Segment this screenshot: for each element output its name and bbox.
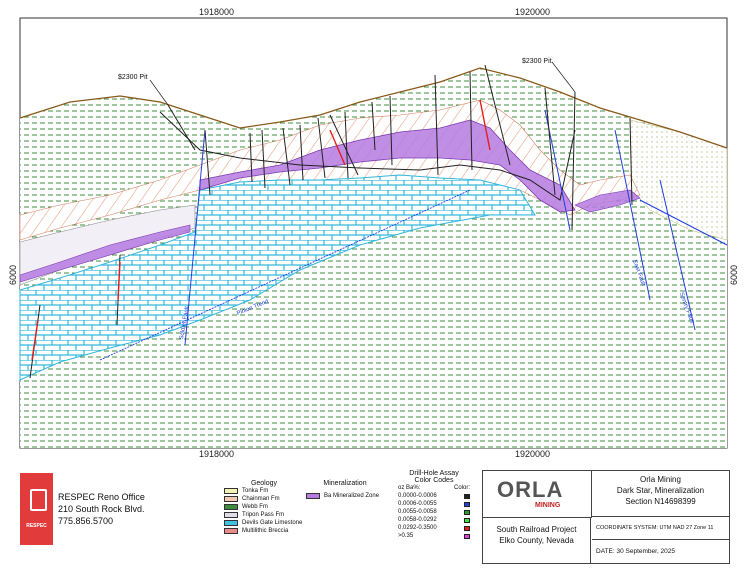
drill-hole-high-grade xyxy=(31,99,491,361)
client-cell: Orla Mining Dark Star, Mineralization Se… xyxy=(592,471,729,517)
orla-logo-cell: ORLA MINING xyxy=(483,471,592,518)
legend-label: Webb Fm xyxy=(242,504,268,510)
assay-row: 0.0000-0.0006 xyxy=(398,492,470,500)
assay-color-swatch xyxy=(464,533,470,539)
fault-line xyxy=(99,189,471,361)
ba-mineralized-zone-east xyxy=(574,189,641,213)
legend-label: Multilithic Breccia xyxy=(242,528,289,534)
pit-outline xyxy=(159,111,576,201)
x-tick-top-2: 1920000 xyxy=(515,7,551,17)
y-tick-left: 6000 xyxy=(8,264,18,285)
legend-swatch xyxy=(224,528,238,534)
date-cell: DATE: 30 September, 2025 xyxy=(596,548,676,555)
geology-legend-title: Geology xyxy=(250,480,278,487)
client-name: Orla Mining xyxy=(640,475,681,484)
assay-range: 0.0006-0.0055 xyxy=(398,501,437,507)
ba-mineralized-zone xyxy=(199,119,576,213)
x-tick-bottom-2: 1920000 xyxy=(515,449,551,459)
fault-line xyxy=(639,199,728,246)
office-name: RESPEC Reno Office xyxy=(58,492,145,502)
legend-row: Multilithic Breccia xyxy=(224,527,304,535)
legend-label: Ba Mineralized Zone xyxy=(324,493,380,499)
assay-color-swatch xyxy=(464,501,470,507)
x-tick-top-1: 1918000 xyxy=(199,7,235,17)
mineralization-legend: Mineralization Ba Mineralized Zone xyxy=(306,480,384,500)
respec-logo-text: RESPEC xyxy=(26,523,47,529)
office-phone: 775.856.5700 xyxy=(58,516,114,526)
legend-row: Webb Fm xyxy=(224,503,304,511)
legend-swatch xyxy=(224,496,238,502)
legend-row: Tonka Fm xyxy=(224,487,304,495)
legend-label: Devils Gate Limestone xyxy=(242,520,303,526)
assay-color-swatch xyxy=(464,517,470,523)
legend-label: Tripon Pass Fm xyxy=(242,512,285,518)
fault-line xyxy=(614,129,651,301)
assay-range: 0.0292-0.3500 xyxy=(398,525,437,531)
mineralization-legend-title: Mineralization xyxy=(323,480,367,487)
assay-color-swatch xyxy=(464,525,470,531)
legend-row: Chainman Fm xyxy=(224,495,304,503)
fault-line xyxy=(184,129,206,346)
assay-row: >0.35 xyxy=(398,532,470,540)
assay-row: 0.0292-0.3500 xyxy=(398,524,470,532)
assay-title-1: Drill-Hole Assay xyxy=(409,470,459,477)
assay-range: 0.0000-0.0006 xyxy=(398,493,437,499)
legend-row: Devils Gate Limestone xyxy=(224,519,304,527)
assay-row: 0.0058-0.0292 xyxy=(398,516,470,524)
topography-line xyxy=(19,67,728,149)
legend-label: Tonka Fm xyxy=(242,488,269,494)
assay-row: 0.0055-0.0058 xyxy=(398,508,470,516)
cross-section-map xyxy=(19,17,728,449)
assay-row: 0.0006-0.0055 xyxy=(398,500,470,508)
assay-color-swatch xyxy=(464,493,470,499)
assay-range: 0.0058-0.0292 xyxy=(398,517,437,523)
section-line-2: Section N14698399 xyxy=(625,497,696,506)
geology-legend: Geology Tonka Fm Chainman Fm Webb Fm Tripon… xyxy=(224,480,304,535)
ba-mineralized-zone-west xyxy=(19,224,191,283)
pit-label-left: $2300 Pit xyxy=(118,74,148,81)
legend-swatch xyxy=(224,488,238,494)
orla-logo: ORLA xyxy=(497,477,564,502)
assay-legend: Drill-Hole Assay Color Codes oz Ba%: Col… xyxy=(398,470,470,540)
orla-logo-sub: MINING xyxy=(535,502,561,509)
legend-label: Chainman Fm xyxy=(242,496,280,502)
respec-logo: RESPEC xyxy=(20,473,53,545)
x-tick-bottom-1: 1918000 xyxy=(199,449,235,459)
legend-swatch xyxy=(224,504,238,510)
fault-line xyxy=(659,179,696,331)
y-tick-right: 6000 xyxy=(729,264,739,285)
assay-header: oz Ba%: Color: xyxy=(398,484,470,492)
legend-row: Tripon Pass Fm xyxy=(224,511,304,519)
legend-row: Ba Mineralized Zone xyxy=(306,492,384,500)
legend-swatch xyxy=(224,520,238,526)
pit-label-right: $2300 Pit xyxy=(522,58,552,65)
assay-col2: Color: xyxy=(453,485,470,491)
legend-swatch xyxy=(224,512,238,518)
coord-cell: COORDINATE SYSTEM: UTM NAD 27 Zone 11 xyxy=(592,518,729,540)
assay-range: 0.0055-0.0058 xyxy=(398,509,437,515)
assay-range: >0.35 xyxy=(398,533,414,539)
assay-title-2: Color Codes xyxy=(414,477,454,484)
assay-color-swatch xyxy=(464,509,470,515)
section-line-1: Dark Star, Mineralization xyxy=(616,486,705,495)
office-info: RESPEC Reno Office 210 South Rock Blvd. … xyxy=(58,491,145,527)
title-block: ORLA MINING Orla Mining Dark Star, Miner… xyxy=(482,470,730,564)
office-address: 210 South Rock Blvd. xyxy=(58,504,145,514)
project-cell: South Railroad Project Elko County, Neva… xyxy=(483,518,591,563)
legend-swatch xyxy=(306,493,320,499)
project-name: South Railroad Project xyxy=(496,525,577,534)
project-location: Elko County, Nevada xyxy=(499,536,574,545)
assay-col1: oz Ba%: xyxy=(398,485,421,491)
